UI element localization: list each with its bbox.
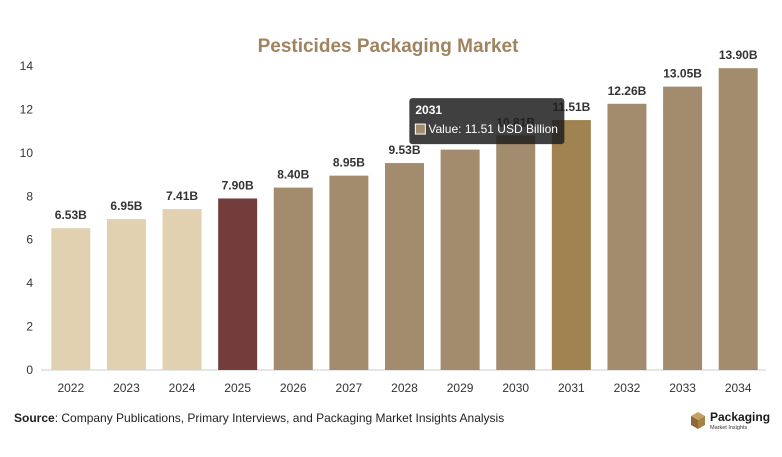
y-tick-label: 6 [26,233,33,247]
bar-2029[interactable] [440,149,480,370]
y-tick-label: 8 [26,189,33,203]
logo-subtitle: Market Insights [710,425,748,431]
bar-chart: Pesticides Packaging Market 02468101214 … [20,36,766,395]
bar-2031[interactable] [551,120,591,370]
tooltip-title: 2031 [415,103,442,117]
bar-2024[interactable] [162,209,202,370]
y-tick-label: 4 [26,276,33,290]
bar-2023[interactable] [106,219,146,370]
y-tick-label: 12 [20,102,34,116]
data-label-2022: 6.53B [55,208,87,222]
bar-2025[interactable] [218,198,258,370]
x-tick-label-2024: 2024 [169,381,196,395]
bar-2032[interactable] [607,103,647,370]
data-label-2028: 9.53B [388,143,420,157]
source-text: : Company Publications, Primary Intervie… [54,411,505,425]
data-label-2032: 12.26B [608,84,647,98]
data-label-2026: 8.40B [277,168,309,182]
tooltip-swatch [414,123,426,135]
bar-2034[interactable] [718,68,758,371]
x-tick-label-2025: 2025 [224,381,251,395]
chart-title: Pesticides Packaging Market [258,36,520,57]
cube-icon [691,412,705,429]
x-tick-label-2031: 2031 [558,381,585,395]
bar-2022[interactable] [51,228,91,370]
bars [51,68,758,371]
y-tick-label: 0 [26,363,33,377]
y-axis-ticks: 0 2 4 6 8 10 12 14 [20,59,34,377]
x-tick-label-2028: 2028 [391,381,418,395]
data-label-2033: 13.05B [663,67,702,81]
y-tick-label: 10 [20,146,34,160]
y-tick-label: 14 [20,59,34,73]
x-tick-label-2029: 2029 [447,381,474,395]
x-axis-ticks: 2022 2023 2024 2025 2026 2027 2028 2029 2030 2031… [57,381,751,395]
bar-2033[interactable] [663,86,703,370]
bar-2028[interactable] [385,163,424,370]
x-tick-label-2032: 2032 [614,381,641,395]
bar-2027[interactable] [329,175,369,370]
bar-2026[interactable] [273,187,313,370]
y-tick-label: 2 [26,320,33,334]
tooltip-box [409,98,565,145]
x-tick-label-2033: 2033 [669,381,696,395]
data-label-2023: 6.95B [110,199,142,213]
data-label-2034: 13.90B [719,48,758,62]
x-tick-label-2022: 2022 [57,381,84,395]
bar-2030[interactable] [496,135,536,370]
source-note: Source: Company Publications, Primary In… [14,411,504,425]
data-label-2027: 8.95B [333,156,365,170]
tooltip: 2031 Value: 11.51 USD Billion [409,98,565,145]
data-label-2024: 7.41B [166,189,198,203]
x-tick-label-2023: 2023 [113,381,140,395]
brand-logo: Packaging Market Insights [690,408,770,436]
source-label: Source [14,411,55,425]
x-tick-label-2026: 2026 [280,381,307,395]
logo-wordmark: Packaging [710,410,771,424]
x-tick-label-2034: 2034 [725,381,752,395]
x-tick-label-2030: 2030 [502,381,529,395]
tooltip-text: Value: 11.51 USD Billion [428,122,558,136]
data-label-2025: 7.90B [222,178,254,192]
x-tick-label-2027: 2027 [336,381,363,395]
